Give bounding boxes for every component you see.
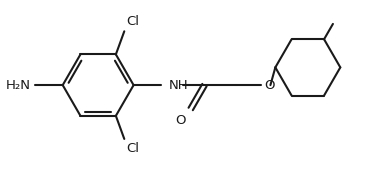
Text: O: O (264, 79, 275, 92)
Text: H₂N: H₂N (6, 79, 31, 92)
Text: NH: NH (169, 79, 189, 92)
Text: Cl: Cl (126, 142, 139, 155)
Text: Cl: Cl (126, 15, 139, 28)
Text: O: O (175, 114, 186, 127)
